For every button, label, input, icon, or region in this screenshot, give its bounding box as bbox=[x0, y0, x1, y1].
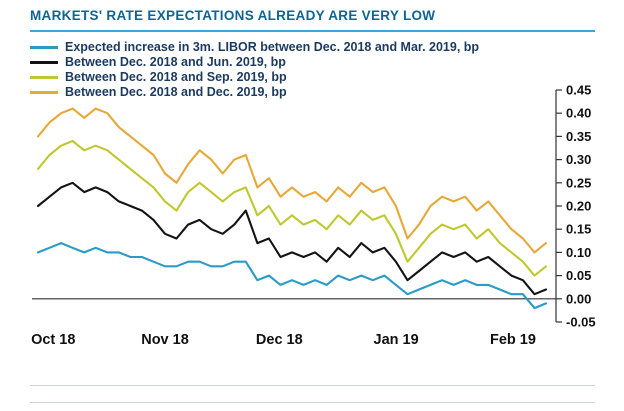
y-tick-label: 0.35 bbox=[566, 129, 591, 144]
y-tick-label: 0.10 bbox=[566, 245, 591, 260]
x-tick-label: Oct 18 bbox=[31, 332, 75, 348]
x-tick-label: Feb 19 bbox=[490, 332, 536, 348]
chart-legend: Expected increase in 3m. LIBOR between D… bbox=[30, 40, 479, 100]
legend-line-marker bbox=[30, 61, 58, 64]
y-tick-label: 0.05 bbox=[566, 268, 591, 283]
series-line bbox=[36, 107, 548, 254]
chart-title: MARKETS' RATE EXPECTATIONS ALREADY ARE V… bbox=[30, 8, 436, 23]
y-tick-label: 0.40 bbox=[566, 106, 591, 121]
x-tick-label: Nov 18 bbox=[141, 332, 189, 348]
title-underline bbox=[30, 30, 595, 32]
legend-item: Between Dec. 2018 and Sep. 2019, bp bbox=[30, 70, 479, 85]
y-tick-label: 0.25 bbox=[566, 175, 591, 190]
series-line bbox=[36, 242, 548, 310]
legend-line-marker bbox=[30, 76, 58, 79]
legend-item: Expected increase in 3m. LIBOR between D… bbox=[30, 40, 479, 55]
y-tick-label: 0.30 bbox=[566, 152, 591, 167]
legend-line-marker bbox=[30, 46, 58, 49]
y-tick-label: 0.20 bbox=[566, 199, 591, 214]
legend-item: Between Dec. 2018 and Jun. 2019, bp bbox=[30, 55, 479, 70]
footer-divider bbox=[30, 402, 595, 403]
legend-label: Between Dec. 2018 and Dec. 2019, bp bbox=[65, 85, 287, 99]
legend-label: Between Dec. 2018 and Sep. 2019, bp bbox=[65, 70, 287, 84]
y-tick-label: -0.05 bbox=[566, 315, 596, 330]
series-line bbox=[36, 139, 548, 277]
x-tick-label: Dec 18 bbox=[256, 332, 303, 348]
y-tick-label: 0.45 bbox=[566, 83, 591, 98]
legend-line-marker bbox=[30, 91, 58, 94]
legend-item: Between Dec. 2018 and Dec. 2019, bp bbox=[30, 85, 479, 100]
series-line bbox=[36, 181, 548, 296]
line-chart: 0.45 0.40 0.35 0.30 0.25 0.20 0.15 0.10 0.05 0.00… bbox=[31, 83, 596, 349]
legend-label: Between Dec. 2018 and Jun. 2019, bp bbox=[65, 55, 286, 69]
legend-label: Expected increase in 3m. LIBOR between D… bbox=[65, 40, 480, 54]
y-tick-label: 0.15 bbox=[566, 222, 591, 237]
y-tick-label: 0.00 bbox=[566, 291, 591, 306]
footer-divider bbox=[30, 385, 595, 386]
x-tick-label: Jan 19 bbox=[374, 332, 419, 348]
